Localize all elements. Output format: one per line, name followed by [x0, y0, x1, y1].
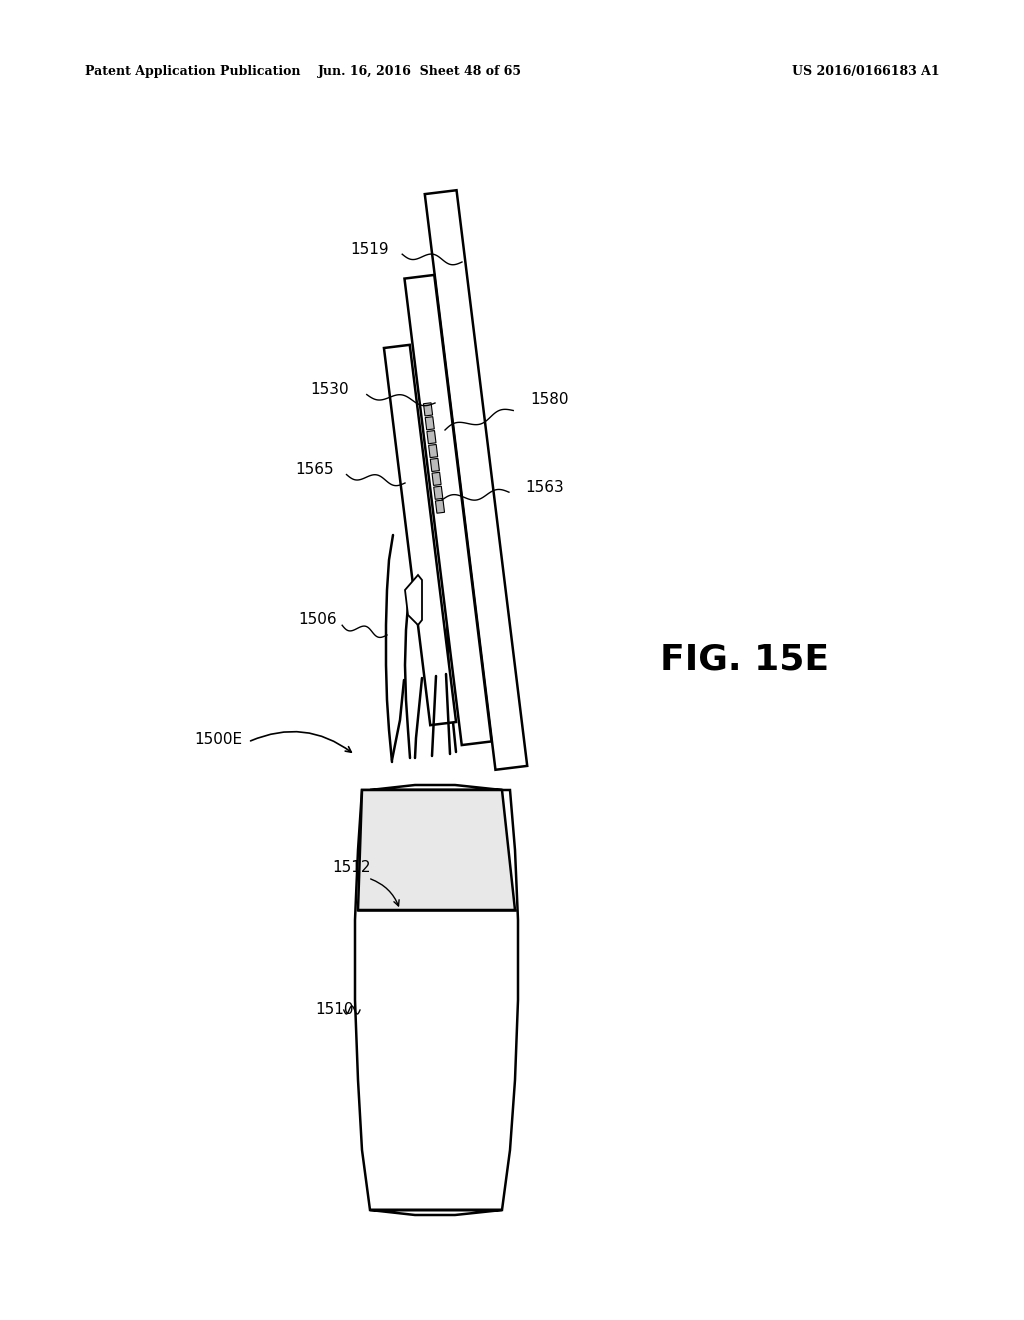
Polygon shape [406, 576, 422, 624]
Polygon shape [384, 345, 456, 725]
Text: Patent Application Publication: Patent Application Publication [85, 66, 300, 78]
Text: 1563: 1563 [525, 480, 564, 495]
Polygon shape [358, 789, 515, 909]
Text: 1580: 1580 [530, 392, 569, 408]
Text: 1500E: 1500E [194, 733, 242, 747]
Polygon shape [434, 486, 442, 499]
Polygon shape [432, 473, 441, 486]
Text: 1506: 1506 [299, 612, 337, 627]
Polygon shape [425, 190, 527, 770]
Polygon shape [435, 500, 444, 513]
Polygon shape [430, 458, 439, 471]
Polygon shape [424, 403, 432, 416]
Polygon shape [425, 417, 434, 430]
Text: 1512: 1512 [333, 861, 372, 875]
Polygon shape [427, 430, 436, 444]
Text: 1510: 1510 [315, 1002, 354, 1018]
Text: 1565: 1565 [296, 462, 334, 478]
Text: Jun. 16, 2016  Sheet 48 of 65: Jun. 16, 2016 Sheet 48 of 65 [318, 66, 522, 78]
Polygon shape [429, 445, 437, 458]
Text: 1519: 1519 [350, 243, 389, 257]
Polygon shape [355, 785, 518, 1214]
Polygon shape [404, 275, 492, 744]
Text: FIG. 15E: FIG. 15E [660, 643, 829, 677]
Text: 1530: 1530 [310, 383, 349, 397]
Text: US 2016/0166183 A1: US 2016/0166183 A1 [793, 66, 940, 78]
